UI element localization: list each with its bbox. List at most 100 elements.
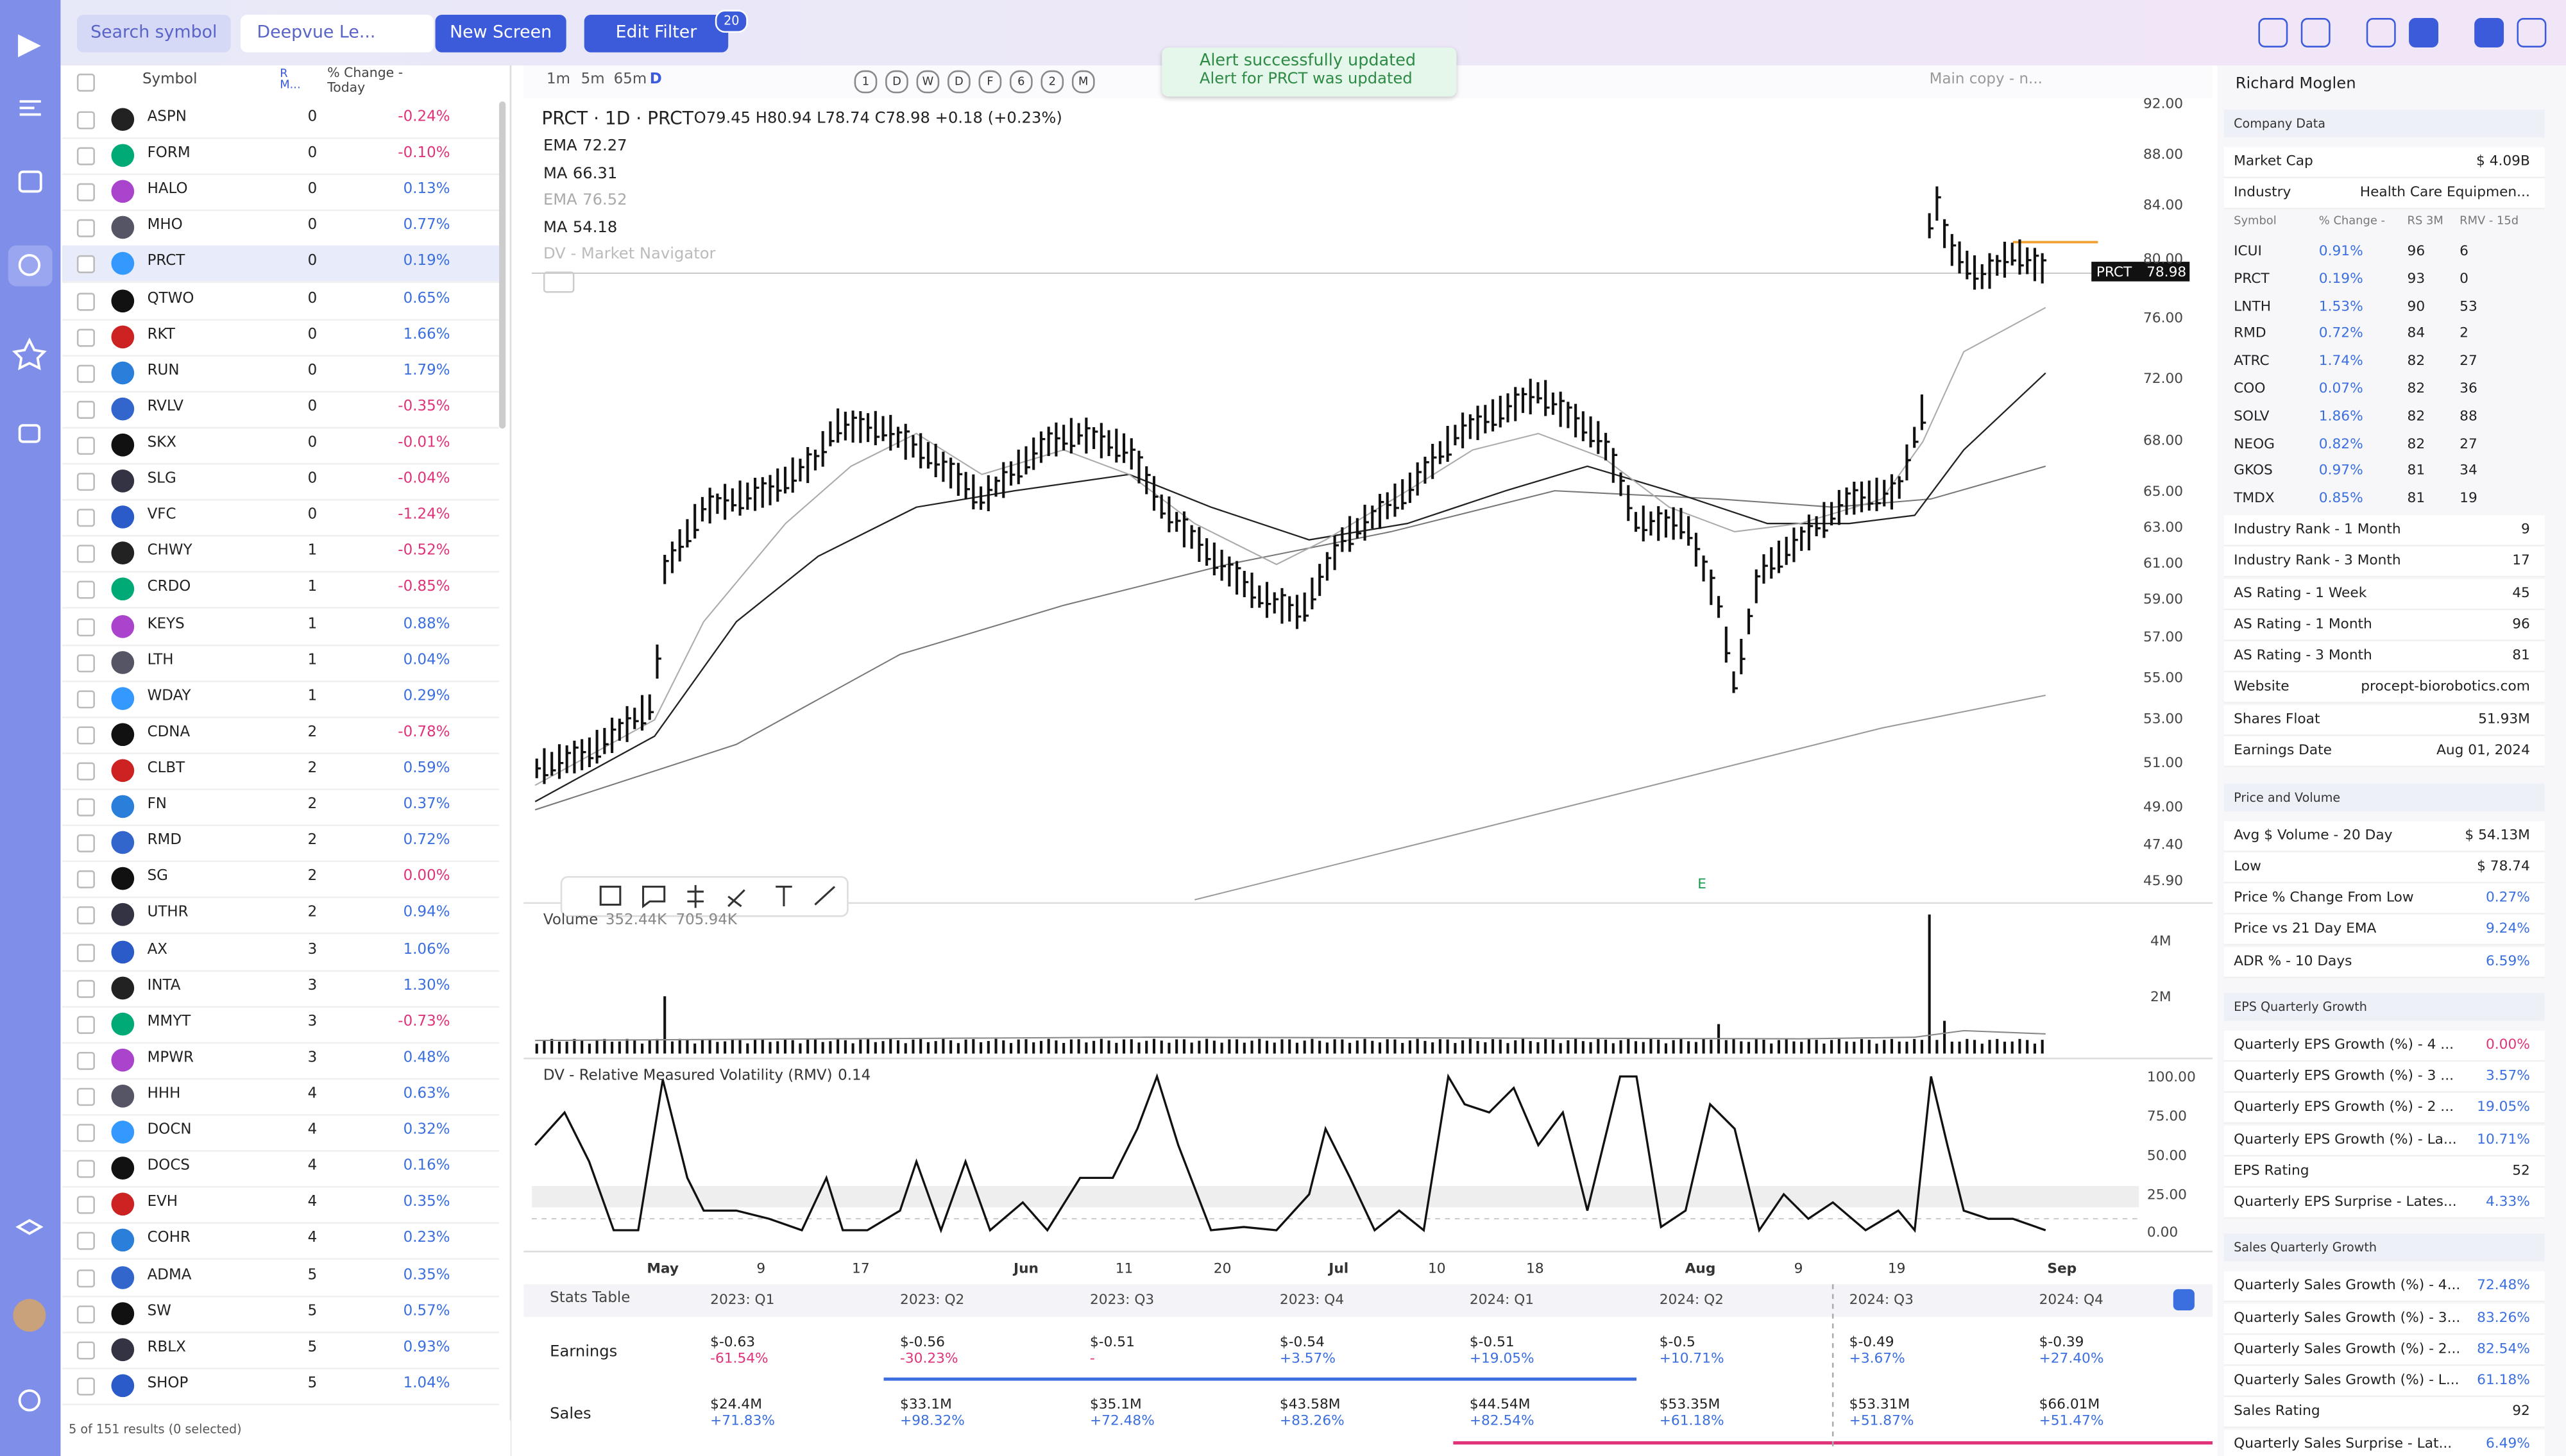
symbol[interactable]: AX: [147, 941, 168, 958]
symbol[interactable]: RBLX: [147, 1339, 186, 1356]
symbol[interactable]: RKT: [147, 326, 175, 343]
row-checkbox[interactable]: [76, 328, 95, 346]
symbol[interactable]: LTH: [147, 652, 174, 669]
symbol[interactable]: HALO: [147, 182, 188, 199]
symbol[interactable]: SKX: [147, 435, 176, 452]
row-checkbox[interactable]: [76, 1160, 95, 1178]
symbol[interactable]: INTA: [147, 978, 181, 994]
symbol[interactable]: RMD: [147, 833, 182, 850]
range-button[interactable]: D: [947, 70, 971, 94]
range-button[interactable]: W: [916, 70, 940, 94]
symbol[interactable]: VFC: [147, 507, 176, 524]
row-checkbox[interactable]: [76, 292, 95, 310]
row-checkbox[interactable]: [76, 256, 95, 275]
row-checkbox[interactable]: [76, 1377, 95, 1396]
symbol[interactable]: COHR: [147, 1231, 191, 1248]
user-select[interactable]: Richard Moglen: [2235, 75, 2356, 94]
symbol[interactable]: FORM: [147, 146, 191, 162]
symbol[interactable]: DOCN: [147, 1122, 192, 1139]
search-button[interactable]: Search symbol: [76, 14, 231, 53]
drawing-toolbar[interactable]: [560, 876, 849, 917]
row-checkbox[interactable]: [76, 1051, 95, 1070]
toolbar-icon[interactable]: [2300, 18, 2331, 47]
scrollbar[interactable]: [499, 101, 506, 429]
symbol[interactable]: SW: [147, 1303, 171, 1320]
symbol[interactable]: SHOP: [147, 1375, 189, 1393]
symbol[interactable]: MMYT: [147, 1013, 191, 1031]
symbol[interactable]: SG: [147, 869, 168, 886]
symbol[interactable]: CRDO: [147, 579, 191, 597]
new-screen-button[interactable]: New Screen: [435, 14, 566, 53]
symbol[interactable]: HHH: [147, 1086, 181, 1103]
row-checkbox[interactable]: [76, 1341, 95, 1359]
row-checkbox[interactable]: [76, 834, 95, 853]
layout-select[interactable]: Main copy - n...: [1929, 72, 2043, 89]
symbol[interactable]: ADMA: [147, 1267, 192, 1283]
row-checkbox[interactable]: [76, 183, 95, 202]
row-checkbox[interactable]: [76, 907, 95, 926]
row-checkbox[interactable]: [76, 1196, 95, 1215]
symbol[interactable]: MHO: [147, 218, 183, 235]
row-checkbox[interactable]: [76, 509, 95, 527]
symbol[interactable]: PRCT: [147, 254, 185, 271]
collapse-button[interactable]: [543, 271, 575, 293]
toolbar-icon[interactable]: [2517, 18, 2547, 47]
range-button[interactable]: 6: [1009, 70, 1033, 94]
row-checkbox[interactable]: [76, 1124, 95, 1142]
row-checkbox[interactable]: [76, 690, 95, 708]
row-checkbox[interactable]: [76, 798, 95, 817]
timeframe[interactable]: 65m: [613, 72, 647, 89]
row-checkbox[interactable]: [76, 581, 95, 600]
row-checkbox[interactable]: [76, 1232, 95, 1251]
row-checkbox[interactable]: [76, 400, 95, 419]
symbol[interactable]: UTHR: [147, 905, 189, 922]
row-checkbox[interactable]: [76, 870, 95, 889]
toolbar-icon[interactable]: [2474, 18, 2504, 47]
range-button[interactable]: F: [978, 70, 1002, 94]
row-checkbox[interactable]: [76, 1305, 95, 1323]
toolbar-icon[interactable]: [2366, 18, 2396, 47]
row-checkbox[interactable]: [76, 364, 95, 383]
symbol[interactable]: CLBT: [147, 760, 185, 777]
toolbar-icon[interactable]: [2258, 18, 2288, 47]
row-checkbox[interactable]: [76, 545, 95, 564]
range-button[interactable]: 1: [854, 70, 878, 94]
range-button[interactable]: 2: [1041, 70, 1064, 94]
timeframe[interactable]: 1m: [547, 72, 571, 89]
symbol[interactable]: SLG: [147, 471, 176, 488]
row-checkbox[interactable]: [76, 654, 95, 672]
symbol[interactable]: MPWR: [147, 1050, 194, 1067]
edit-filter-button[interactable]: Edit Filter: [584, 14, 729, 53]
row-checkbox[interactable]: [76, 436, 95, 455]
row-checkbox[interactable]: [76, 219, 95, 238]
symbol[interactable]: EVH: [147, 1194, 178, 1212]
symbol[interactable]: CDNA: [147, 724, 191, 741]
screen-select[interactable]: Deepvue Le...: [240, 14, 434, 53]
symbol[interactable]: QTWO: [147, 290, 194, 307]
row-checkbox[interactable]: [76, 617, 95, 636]
row-checkbox[interactable]: [76, 943, 95, 961]
toolbar-icon[interactable]: [2409, 18, 2439, 47]
symbol[interactable]: KEYS: [147, 616, 185, 632]
symbol[interactable]: CHWY: [147, 543, 192, 561]
row-checkbox[interactable]: [76, 111, 95, 130]
row-checkbox[interactable]: [76, 147, 95, 165]
row-checkbox[interactable]: [76, 762, 95, 781]
header-checkbox[interactable]: [76, 73, 95, 92]
range-button[interactable]: D: [885, 70, 908, 94]
row-checkbox[interactable]: [76, 1268, 95, 1287]
symbol[interactable]: ASPN: [147, 109, 187, 126]
row-checkbox[interactable]: [76, 1088, 95, 1106]
row-checkbox[interactable]: [76, 1015, 95, 1034]
row-checkbox[interactable]: [76, 979, 95, 997]
timeframe[interactable]: D: [649, 72, 662, 89]
symbol[interactable]: WDAY: [147, 688, 191, 705]
range-button[interactable]: M: [1071, 70, 1095, 94]
symbol[interactable]: RUN: [147, 362, 180, 380]
stats-toggle[interactable]: [2173, 1289, 2195, 1310]
row-checkbox[interactable]: [76, 726, 95, 745]
symbol[interactable]: FN: [147, 797, 167, 813]
row-checkbox[interactable]: [76, 473, 95, 491]
symbol[interactable]: RVLV: [147, 399, 183, 416]
timeframe[interactable]: 5m: [581, 72, 605, 89]
